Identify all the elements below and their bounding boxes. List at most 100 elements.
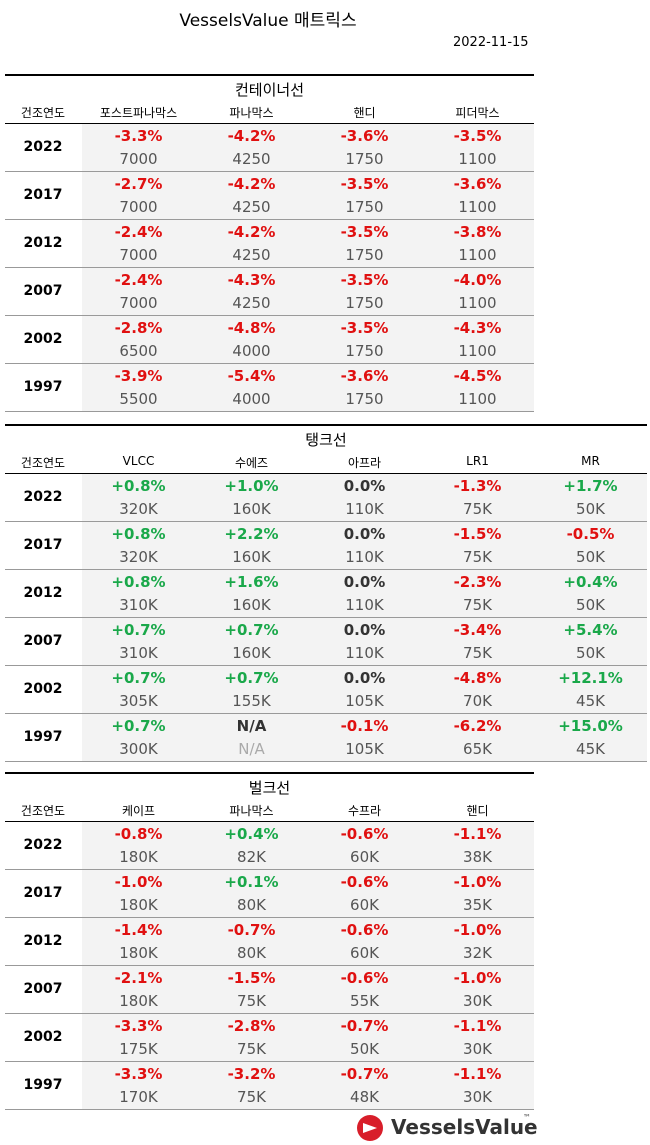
value: 7000 xyxy=(119,198,158,216)
value: 75K xyxy=(463,548,492,566)
change: -4.8% xyxy=(227,319,276,337)
value: 60K xyxy=(350,848,379,866)
date: 2022-11-15 xyxy=(453,35,529,50)
value: N/A xyxy=(238,740,265,758)
row-border xyxy=(5,569,647,570)
year: 2022 xyxy=(23,489,63,505)
year: 2017 xyxy=(23,187,63,203)
row-bg xyxy=(82,316,534,363)
value: 1100 xyxy=(458,294,497,312)
change: +0.4% xyxy=(563,573,618,591)
change: +0.1% xyxy=(224,873,279,891)
value: 80K xyxy=(237,896,266,914)
change: +1.7% xyxy=(563,477,618,495)
header-border xyxy=(5,821,534,822)
change: N/A xyxy=(236,717,267,735)
value: 4250 xyxy=(232,150,271,168)
year: 2022 xyxy=(23,837,63,853)
row-bg xyxy=(82,268,534,315)
row-border xyxy=(5,713,647,714)
change: -1.3% xyxy=(453,477,502,495)
value: 50K xyxy=(576,548,605,566)
change: -3.6% xyxy=(340,127,389,145)
row-border xyxy=(5,869,534,870)
year: 2007 xyxy=(23,981,63,997)
header-border xyxy=(5,473,647,474)
value: 7000 xyxy=(119,150,158,168)
section-border xyxy=(5,424,647,426)
row-bg xyxy=(82,870,534,917)
change: -3.5% xyxy=(453,127,502,145)
change: -2.8% xyxy=(227,1017,276,1035)
change: -3.8% xyxy=(453,223,502,241)
year: 2007 xyxy=(23,633,63,649)
change: -4.2% xyxy=(227,127,276,145)
value: 50K xyxy=(576,644,605,662)
change: +0.8% xyxy=(111,525,166,543)
column-header: 핸디 xyxy=(466,804,489,818)
value: 320K xyxy=(119,548,158,566)
column-header: 건조연도 xyxy=(20,456,66,470)
value: 1750 xyxy=(345,342,384,360)
column-header: 피더막스 xyxy=(455,106,500,120)
row-border xyxy=(5,219,534,220)
row-bg xyxy=(82,364,534,411)
change: -4.8% xyxy=(453,669,502,687)
change: 0.0% xyxy=(343,573,386,591)
change: -0.7% xyxy=(227,921,276,939)
value: 6500 xyxy=(119,342,158,360)
value: 38K xyxy=(463,848,492,866)
year: 2017 xyxy=(23,885,63,901)
value: 30K xyxy=(463,992,492,1010)
year: 2002 xyxy=(23,681,63,697)
value: 4000 xyxy=(232,342,271,360)
value: 1100 xyxy=(458,198,497,216)
change: -1.0% xyxy=(114,873,163,891)
change: -4.3% xyxy=(227,271,276,289)
year: 2012 xyxy=(23,585,63,601)
year: 1997 xyxy=(23,1077,63,1093)
change: -3.6% xyxy=(340,367,389,385)
change: -3.5% xyxy=(340,223,389,241)
column-header: 파나막스 xyxy=(229,804,274,818)
value: 160K xyxy=(232,548,271,566)
row-bg xyxy=(82,1062,534,1109)
value: 75K xyxy=(463,596,492,614)
value: 7000 xyxy=(119,294,158,312)
section-border xyxy=(5,74,534,76)
value: 4250 xyxy=(232,246,271,264)
change: -1.0% xyxy=(453,969,502,987)
logo-text: VesselsValue xyxy=(391,1115,538,1139)
value: 160K xyxy=(232,644,271,662)
section-title: 벌크선 xyxy=(248,779,291,797)
row-bg xyxy=(82,474,647,521)
value: 170K xyxy=(119,1088,158,1106)
value: 320K xyxy=(119,500,158,518)
value: 105K xyxy=(345,740,384,758)
change: -3.9% xyxy=(114,367,163,385)
change: -3.3% xyxy=(114,1065,163,1083)
row-border xyxy=(5,917,534,918)
section-title: 컨테이너선 xyxy=(234,81,305,99)
value: 305K xyxy=(119,692,158,710)
logo-icon xyxy=(357,1115,383,1141)
row-bg xyxy=(82,618,647,665)
change: -4.0% xyxy=(453,271,502,289)
value: 180K xyxy=(119,848,158,866)
change: -2.8% xyxy=(114,319,163,337)
row-border xyxy=(5,267,534,268)
value: 180K xyxy=(119,992,158,1010)
value: 180K xyxy=(119,896,158,914)
value: 1100 xyxy=(458,150,497,168)
value: 45K xyxy=(576,692,605,710)
value: 50K xyxy=(576,596,605,614)
year: 1997 xyxy=(23,729,63,745)
row-bg xyxy=(82,666,647,713)
change: -1.4% xyxy=(114,921,163,939)
row-border xyxy=(5,1109,534,1110)
page-title: VesselsValue 매트릭스 xyxy=(179,11,357,31)
row-bg xyxy=(82,714,647,761)
change: +0.7% xyxy=(224,621,279,639)
value: 1750 xyxy=(345,198,384,216)
